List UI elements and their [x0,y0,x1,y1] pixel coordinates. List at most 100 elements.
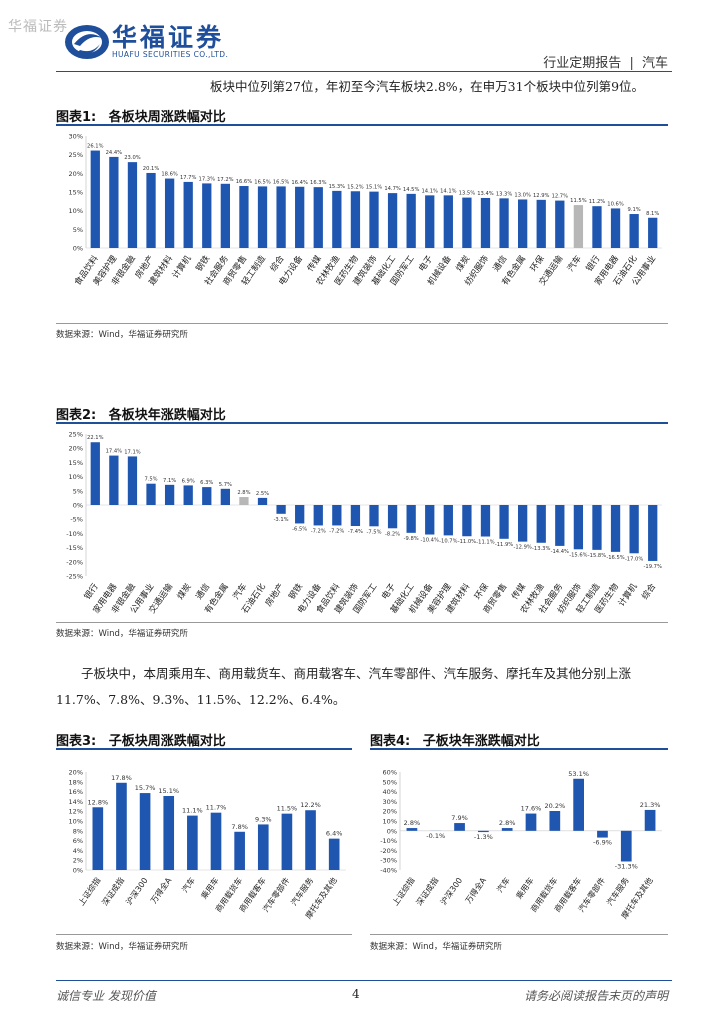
category-label: 汽车 [180,875,197,894]
data-label: 7.9% [451,814,468,822]
y-tick-label: 20% [69,769,83,777]
category-label: 通信 [491,253,510,274]
bar [313,505,323,526]
data-label: 15.1% [366,185,383,191]
bar [387,505,398,529]
bar [555,505,565,546]
bar [518,199,528,248]
bar [629,505,639,554]
y-tick-label: 25% [69,151,83,159]
category-label: 深证成指 [414,875,441,907]
fig3-rule [56,748,352,750]
fig3-title-text: 子板块周涨跌幅对比 [108,734,226,749]
y-tick-label: 30% [69,133,83,141]
y-tick-label: 4% [73,847,83,855]
fig1-source: 数据来源：Wind，华福证券研究所 [56,330,188,340]
bar [239,497,249,505]
bar [127,456,138,505]
data-label: 14.1% [440,188,457,194]
category-label: 电子 [379,581,398,602]
data-label: 9.1% [628,207,641,213]
fig1-label: 图表1: [56,110,97,125]
fig3-bottom-rule [56,934,352,935]
y-tick-label: -40% [380,867,397,875]
category-label: 计算机 [616,581,640,609]
y-tick-label: 0% [73,502,83,510]
data-label: -7.2% [329,528,344,534]
bar [202,487,212,505]
watermark: 华福证券 [8,19,68,35]
y-tick-label: 18% [69,778,83,786]
bar [332,190,342,248]
data-label: 17.6% [521,805,542,813]
header-separator: | [629,56,634,71]
fig2-title-text: 各板块年涨跌幅对比 [108,408,226,423]
data-label: -17.0% [625,556,643,562]
data-label: 20.2% [544,802,565,810]
bar [610,208,621,248]
category-label: 计算机 [170,253,194,281]
data-label: 2.8% [499,819,516,827]
bar [610,505,621,552]
bar [109,156,119,248]
y-tick-label: -10% [66,530,83,538]
industry-name: 汽车 [641,56,668,71]
bar [573,505,584,550]
data-label: 17.8% [111,774,132,782]
category-label: 汽车服务 [604,875,631,907]
fig3-title: 图表3: 子板块周涨跌幅对比 [56,730,226,749]
bar [187,815,198,870]
data-label: 6.4% [326,830,343,838]
fig2-bottom-rule [56,622,668,623]
data-label: 12.7% [552,194,569,200]
bar [276,505,286,514]
fig3-chart: 0% 2% 4% 6% 8%10% 12% 14% 16% 18%20% 12.8% 上证综指 17.… [69,769,346,920]
data-label: 16.3% [310,180,327,186]
fig2-rule [56,422,668,424]
bar [462,505,472,537]
data-label: 7.5% [144,477,157,483]
data-label: 13.0% [514,192,531,198]
bar [220,183,230,248]
y-tick-label: 12% [69,808,83,816]
bar [281,813,293,870]
y-tick-label: 0% [73,867,83,875]
footer-disclaimer: 请务必阅读报告末页的声明 [523,989,668,1003]
y-tick-label: 8% [73,827,83,835]
bar [499,505,509,539]
y-tick-label: 10% [69,207,83,215]
y-tick-label: 10% [69,818,83,826]
y-tick-label: 30% [383,798,397,806]
data-label: 15.3% [329,184,346,190]
data-label: 20.1% [143,166,160,172]
bar [425,505,435,535]
header-rule [56,71,672,72]
fig4-source: 数据来源：Wind，华福证券研究所 [370,942,502,952]
bar [183,181,193,248]
y-tick-label: 20% [69,170,83,178]
data-label: -7.4% [348,529,363,535]
fig4-rule [370,748,668,750]
category-label: 深证成指 [100,875,127,907]
bar [555,200,565,248]
category-label: 传媒 [509,581,528,602]
data-label: 2.8% [237,490,250,496]
fig1-title-text: 各板块周涨跌幅对比 [108,110,226,125]
y-tick-label: 20% [383,808,397,816]
bar [369,191,379,248]
data-label: -7.5% [366,529,381,535]
bar [592,206,602,248]
logo-english: HUAFU SECURITIES CO.,LTD. [112,50,229,59]
y-tick-label: 10% [383,818,397,826]
y-tick-label: 0% [387,827,397,835]
data-label: -11.9% [495,542,513,548]
category-label: 汽车 [494,875,511,894]
data-label: 16.5% [273,179,290,185]
fig4-title: 图表4: 子板块年涨跌幅对比 [370,730,540,749]
y-tick-label: -25% [66,573,83,581]
bar [549,811,561,831]
bar [597,830,608,838]
bar [387,193,398,248]
bar [313,187,323,248]
data-label: 23.0% [124,155,141,161]
